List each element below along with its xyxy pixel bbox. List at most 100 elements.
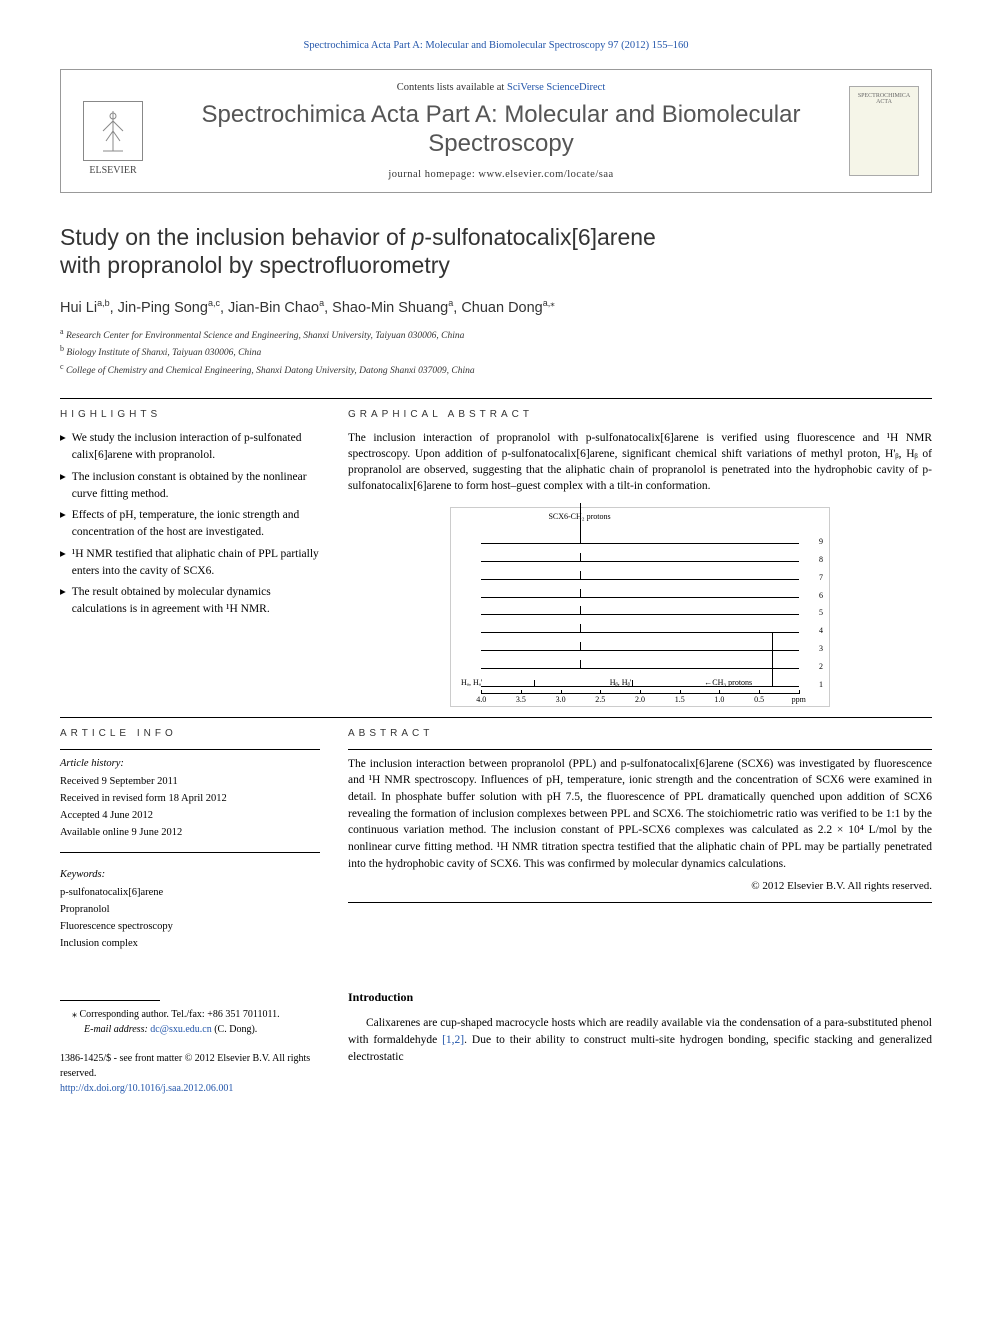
nmr-peak (772, 668, 773, 686)
sciencedirect-link[interactable]: SciVerse ScienceDirect (507, 82, 605, 93)
nmr-baseline (481, 668, 799, 669)
history-line: Accepted 4 June 2012 (60, 808, 320, 825)
corresp-email-link[interactable]: dc@sxu.edu.cn (150, 1024, 211, 1035)
aff-text: Biology Institute of Shanxi, Taiyuan 030… (66, 348, 261, 358)
introduction-heading: Introduction (348, 990, 932, 1005)
nmr-baseline (481, 561, 799, 562)
homepage-line: journal homepage: www.elsevier.com/locat… (173, 169, 829, 180)
elsevier-logo: ELSEVIER (73, 86, 153, 176)
author-name: Shao-Min Shuang (332, 300, 448, 316)
aff-text: College of Chemistry and Chemical Engine… (66, 366, 475, 376)
nmr-xtick-label: 3.5 (516, 695, 526, 704)
nmr-peak (580, 624, 581, 632)
highlight-item: Effects of pH, temperature, the ionic st… (60, 507, 320, 542)
nmr-baseline (481, 650, 799, 651)
abstract-heading: ABSTRACT (348, 728, 932, 739)
keyword-item: Fluorescence spectroscopy (60, 919, 320, 936)
header-citation: Spectrochimica Acta Part A: Molecular an… (60, 40, 932, 51)
keywords-block: Keywords: p-sulfonatocalix[6]arenePropra… (60, 867, 320, 953)
email-suffix: (C. Dong). (212, 1024, 258, 1035)
divider (60, 749, 320, 750)
nmr-left-label: Hₐ, Hₐ' (461, 678, 482, 687)
author-name: Jian-Bin Chao (228, 300, 319, 316)
title-part2: with propranolol by spectrofluorometry (60, 252, 450, 278)
nmr-baseline (481, 614, 799, 615)
introduction-paragraph: Calixarenes are cup-shaped macrocycle ho… (348, 1015, 932, 1065)
corresp-text: Corresponding author. Tel./fax: +86 351 … (77, 1009, 280, 1020)
divider (60, 852, 320, 853)
highlights-list: We study the inclusion interaction of p-… (60, 430, 320, 619)
introduction-section: Introduction Calixarenes are cup-shaped … (348, 990, 932, 1065)
nmr-peak (580, 503, 581, 543)
nmr-index-label: 5 (819, 608, 823, 617)
nmr-index-label: 1 (819, 680, 823, 689)
article-title: Study on the inclusion behavior of p-sul… (60, 223, 932, 281)
doi-link[interactable]: http://dx.doi.org/10.1016/j.saa.2012.06.… (60, 1083, 233, 1094)
contents-prefix: Contents lists available at (397, 82, 507, 93)
graphical-abstract-text: The inclusion interaction of propranolol… (348, 430, 932, 494)
nmr-xtick (481, 690, 482, 694)
nmr-xtick (640, 690, 641, 694)
aff-sup: c (60, 362, 64, 371)
footnote-divider (60, 1000, 160, 1001)
nmr-mid-label: Hᵦ, Hᵦ' (610, 678, 632, 687)
corresponding-author-footnote: ⁎ Corresponding author. Tel./fax: +86 35… (60, 1000, 320, 1096)
email-label: E-mail address: (84, 1024, 150, 1035)
nmr-xtick (600, 690, 601, 694)
nmr-baseline (481, 597, 799, 598)
nmr-index-label: 4 (819, 626, 823, 635)
nmr-peak (632, 680, 633, 686)
highlight-item: We study the inclusion interaction of p-… (60, 430, 320, 465)
keyword-item: Inclusion complex (60, 936, 320, 953)
nmr-index-label: 2 (819, 662, 823, 671)
elsevier-label: ELSEVIER (89, 165, 136, 176)
highlight-item: The inclusion constant is obtained by th… (60, 469, 320, 504)
nmr-peak (580, 589, 581, 597)
nmr-index-label: 8 (819, 555, 823, 564)
author-aff-sup: a,⁎ (543, 298, 555, 308)
nmr-xtick (719, 690, 720, 694)
title-part1: Study on the inclusion behavior of (60, 224, 412, 250)
nmr-xtick-label: 1.0 (714, 695, 724, 704)
aff-text: Research Center for Environmental Scienc… (66, 331, 464, 341)
nmr-xtick-label: 2.5 (595, 695, 605, 704)
nmr-xtick (799, 690, 800, 694)
divider (60, 398, 932, 399)
divider (348, 902, 932, 903)
journal-cover-thumb: SPECTROCHIMICA ACTA (849, 86, 919, 176)
nmr-peak (772, 650, 773, 668)
aff-sup: b (60, 344, 64, 353)
history-line: Available online 9 June 2012 (60, 825, 320, 842)
author-aff-sup: a,c (208, 298, 220, 308)
copyright-line: © 2012 Elsevier B.V. All rights reserved… (348, 880, 932, 892)
nmr-peak (580, 553, 581, 561)
nmr-xtick (521, 690, 522, 694)
nmr-xtick (680, 690, 681, 694)
nmr-index-label: 6 (819, 591, 823, 600)
nmr-xtick (759, 690, 760, 694)
nmr-xtick-label: 4.0 (476, 695, 486, 704)
author-aff-sup: a (448, 298, 453, 308)
author-aff-sup: a,b (97, 298, 110, 308)
journal-name: Spectrochimica Acta Part A: Molecular an… (173, 101, 829, 159)
graphical-abstract-heading: GRAPHICAL ABSTRACT (348, 409, 932, 420)
affiliations: a Research Center for Environmental Scie… (60, 326, 932, 378)
history-heading: Article history: (60, 756, 320, 773)
nmr-peak (580, 606, 581, 614)
nmr-peak (580, 642, 581, 650)
nmr-peak (772, 632, 773, 650)
elsevier-tree-icon (83, 101, 143, 161)
divider (60, 717, 932, 718)
history-line: Received 9 September 2011 (60, 774, 320, 791)
article-info-heading: ARTICLE INFO (60, 728, 320, 739)
keyword-item: Propranolol (60, 902, 320, 919)
intro-ref-link[interactable]: [1,2] (442, 1034, 464, 1046)
nmr-xtick-label: 2.0 (635, 695, 645, 704)
nmr-index-label: 9 (819, 537, 823, 546)
highlight-item: The result obtained by molecular dynamic… (60, 584, 320, 619)
nmr-baseline (481, 579, 799, 580)
front-matter-line: 1386-1425/$ - see front matter © 2012 El… (60, 1051, 320, 1081)
header-box: ELSEVIER Contents lists available at Sci… (60, 69, 932, 193)
nmr-xtick-label: 0.5 (754, 695, 764, 704)
nmr-right-label: ←CH₃ protons (704, 678, 752, 687)
